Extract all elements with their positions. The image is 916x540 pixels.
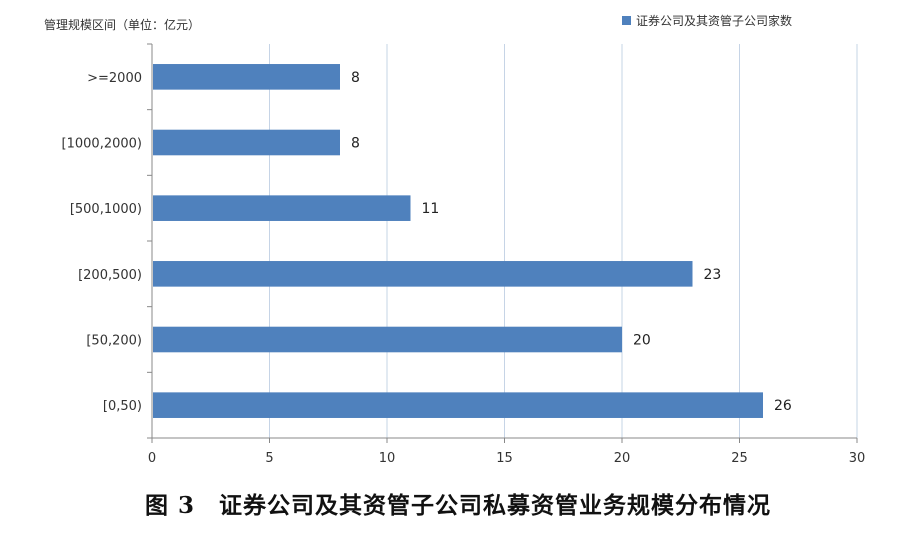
data-label: 11 bbox=[422, 201, 440, 217]
y-tick-label: >=2000 bbox=[87, 71, 142, 86]
bar bbox=[153, 129, 340, 156]
bar-chart: 管理规模区间（单位：亿元） 证券公司及其资管子公司家数 8 8 11 23 20 26 0… bbox=[44, 13, 866, 466]
bar bbox=[153, 195, 411, 221]
y-tick-label: [50,200) bbox=[86, 334, 142, 349]
x-tick-label: 30 bbox=[849, 451, 866, 466]
bar bbox=[153, 64, 340, 90]
data-label: 8 bbox=[351, 136, 360, 152]
bar bbox=[153, 392, 763, 418]
x-tick-label: 0 bbox=[148, 451, 156, 466]
figure-caption: 图 3 证券公司及其资管子公司私募资管业务规模分布情况 bbox=[144, 492, 771, 519]
x-tick-label: 5 bbox=[265, 451, 273, 466]
x-tick-label: 15 bbox=[496, 451, 513, 466]
data-label: 20 bbox=[633, 333, 651, 349]
y-tick-label: [200,500) bbox=[78, 268, 142, 283]
legend-label: 证券公司及其资管子公司家数 bbox=[636, 13, 792, 28]
x-tick-label: 25 bbox=[731, 451, 748, 466]
bar bbox=[153, 261, 693, 287]
legend-swatch bbox=[622, 16, 631, 25]
x-tick-label: 20 bbox=[614, 451, 631, 466]
y-tick-label: [1000,2000) bbox=[62, 137, 142, 152]
y-tick-label: [0,50) bbox=[103, 399, 142, 414]
y-tick-label: [500,1000) bbox=[70, 202, 142, 217]
y-axis-title: 管理规模区间（单位：亿元） bbox=[44, 17, 200, 32]
legend: 证券公司及其资管子公司家数 bbox=[622, 13, 792, 28]
data-label: 26 bbox=[774, 398, 792, 414]
bar bbox=[153, 326, 622, 353]
x-tick-label: 10 bbox=[379, 451, 396, 466]
data-label: 8 bbox=[351, 70, 360, 86]
data-label: 23 bbox=[704, 267, 722, 283]
